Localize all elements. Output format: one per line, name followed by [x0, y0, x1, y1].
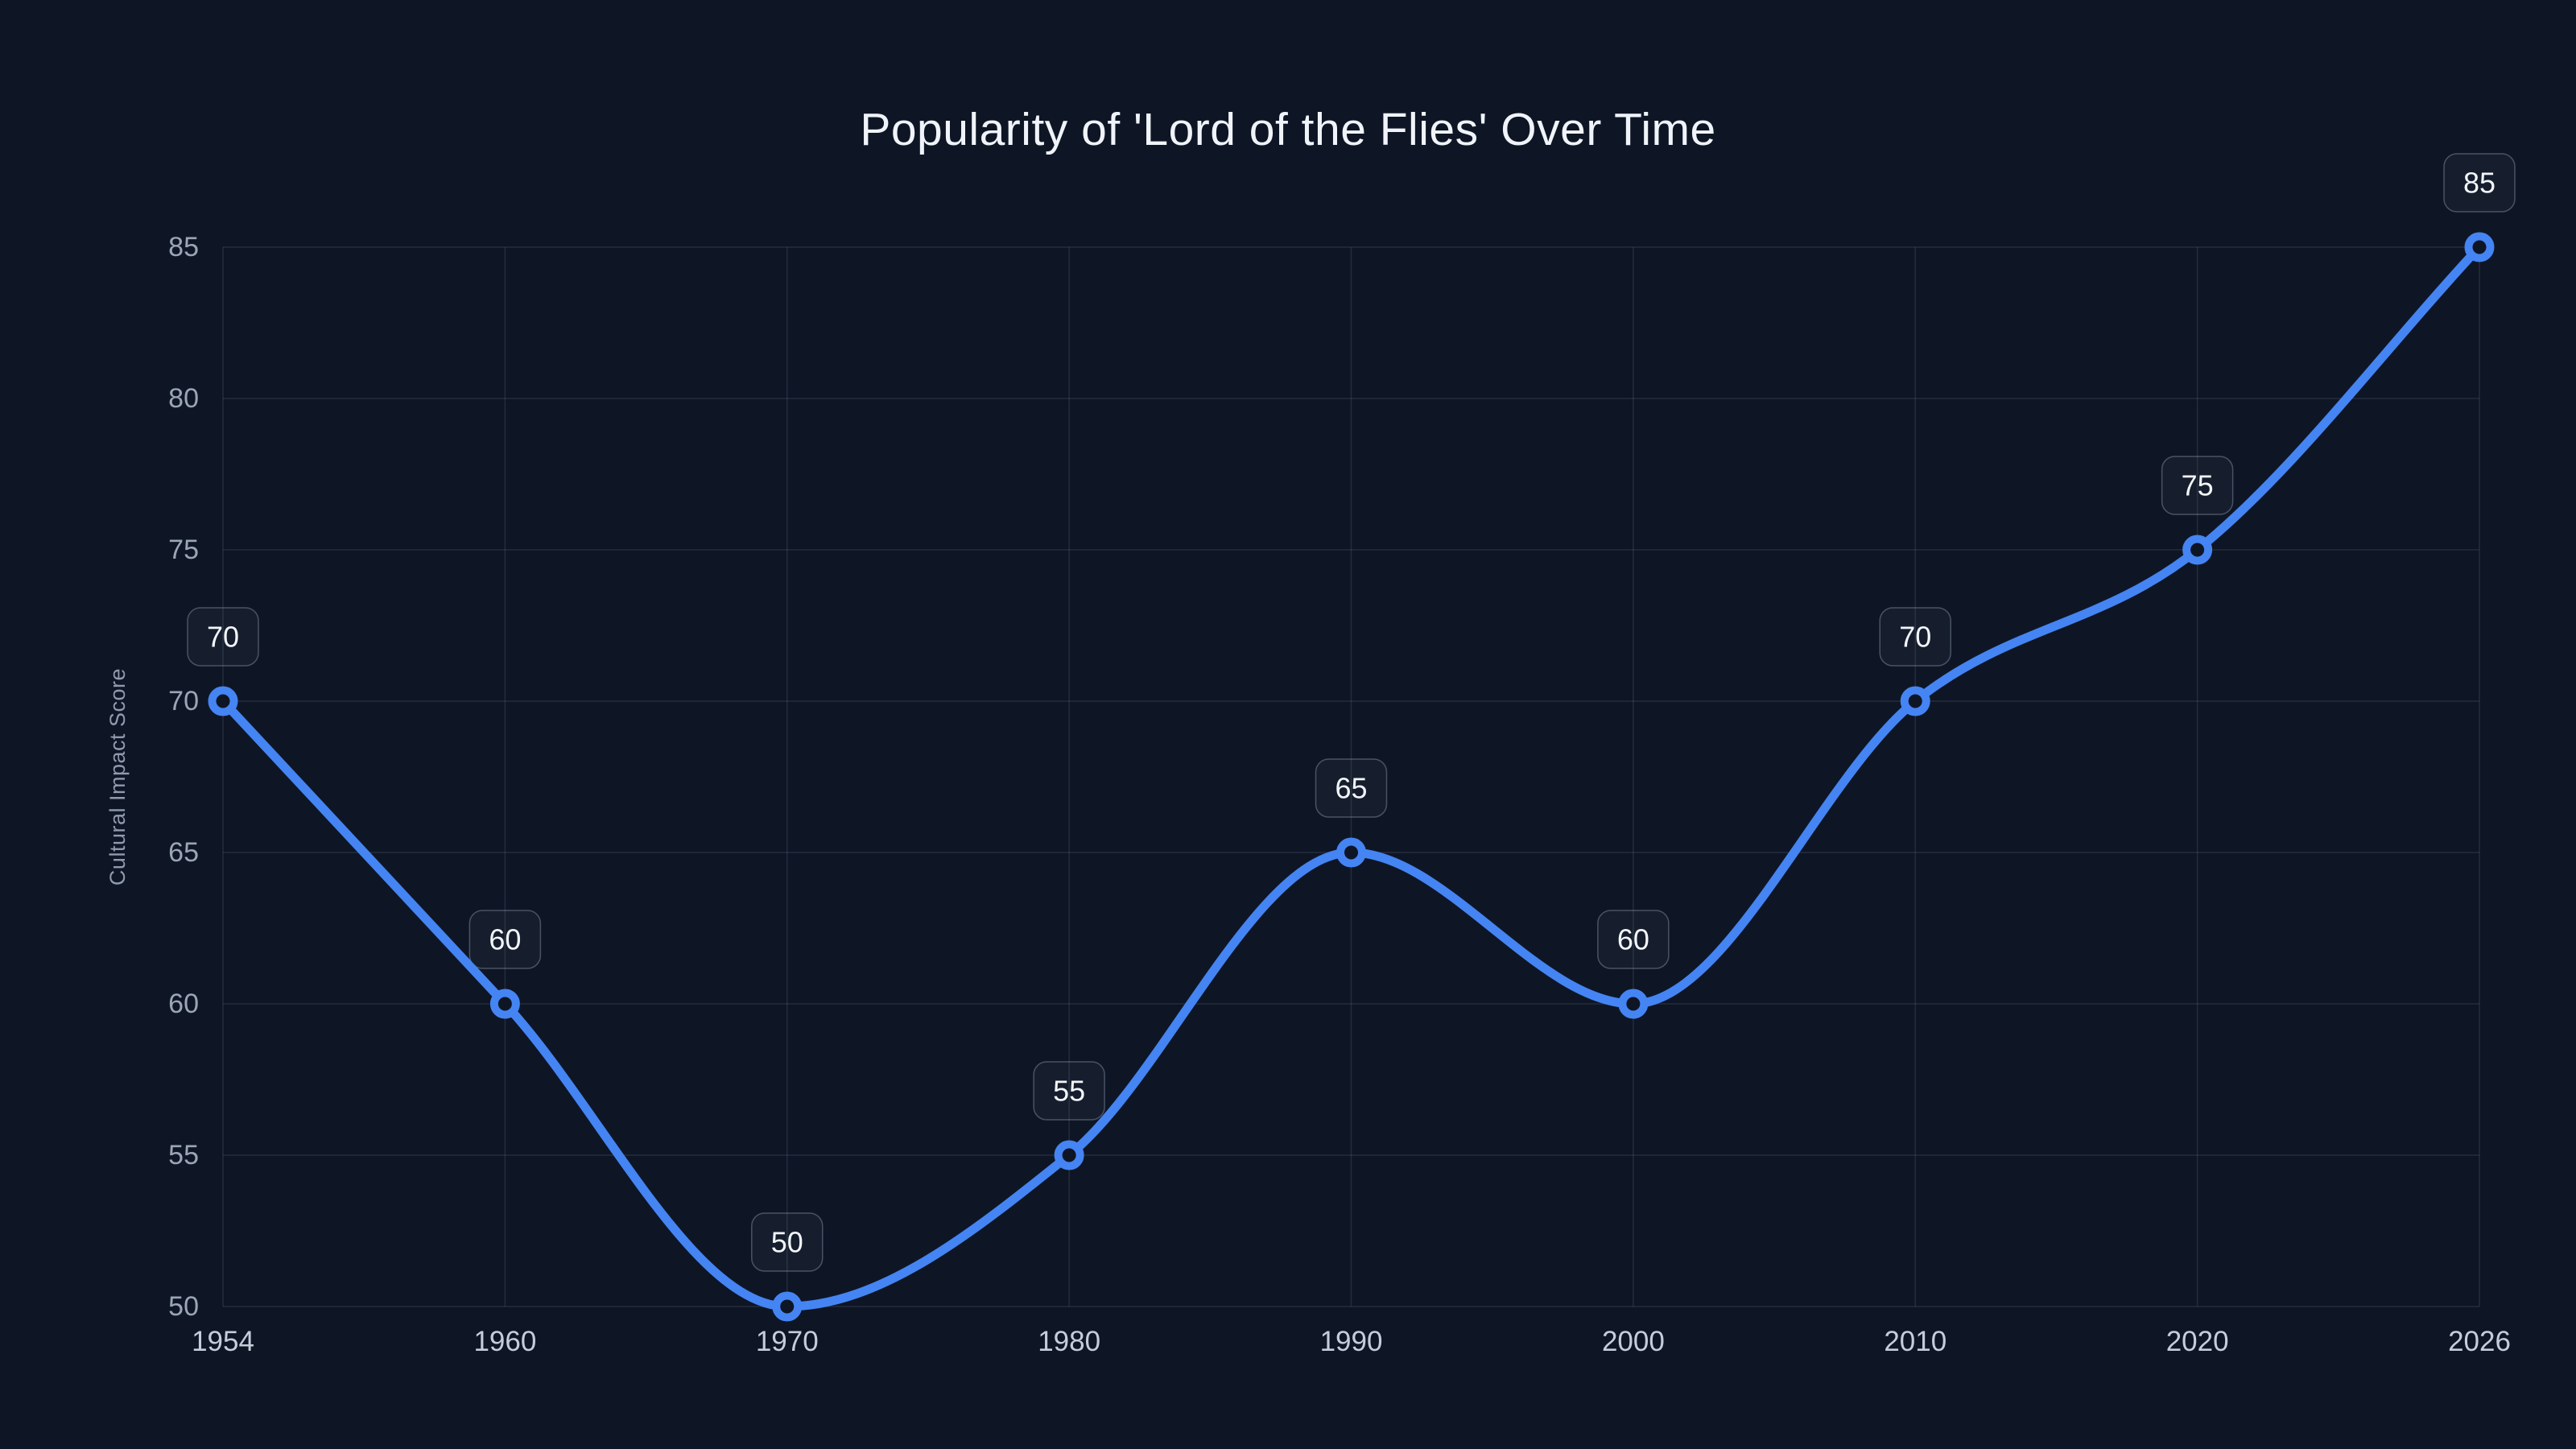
x-axis-tick: 1954: [192, 1326, 254, 1357]
x-axis-tick: 1960: [473, 1326, 536, 1357]
x-axis-tick: 2000: [1602, 1326, 1665, 1357]
data-point-marker[interactable]: [208, 686, 238, 716]
point-labels: [187, 153, 2516, 1272]
point-label-box: [187, 607, 259, 667]
x-axis-tick: 1970: [756, 1326, 819, 1357]
point-label: 55: [1053, 1075, 1085, 1108]
point-label: 60: [1617, 923, 1649, 956]
data-point-marker[interactable]: [2182, 535, 2213, 565]
y-axis-tick: 80: [168, 383, 199, 414]
point-label-box: [2161, 456, 2234, 515]
point-label: 60: [489, 923, 521, 956]
point-label-box: [469, 910, 542, 969]
x-axis-tick: 2026: [2448, 1326, 2511, 1357]
point-label: 50: [771, 1226, 803, 1259]
point-label: 70: [207, 621, 239, 654]
y-axis-tick: 85: [168, 232, 199, 262]
chart-title: Popularity of 'Lord of the Flies' Over T…: [860, 104, 1716, 155]
y-axis-tick: 50: [168, 1291, 199, 1322]
y-axis-tick: 70: [168, 686, 199, 716]
data-point-marker[interactable]: [772, 1291, 803, 1322]
point-label-box: [1879, 607, 1951, 667]
y-axis-tick: 75: [168, 535, 199, 565]
point-label-texts: 70 60 50 55 65 60 70 75 85: [207, 167, 2496, 1259]
data-point-markers: [208, 232, 2495, 1322]
y-axis-tick: 55: [168, 1140, 199, 1170]
point-label-box: [2443, 153, 2516, 213]
y-axis-tick: 65: [168, 837, 199, 868]
x-axis-tick: 2020: [2166, 1326, 2229, 1357]
data-point-marker[interactable]: [1900, 686, 1930, 716]
data-point-marker[interactable]: [1336, 837, 1366, 868]
grid-lines: [222, 246, 2480, 1307]
data-point-marker[interactable]: [1618, 989, 1649, 1019]
point-label: 85: [2463, 167, 2496, 200]
data-point-marker[interactable]: [1054, 1140, 1084, 1170]
x-axis-tick: 1990: [1320, 1326, 1383, 1357]
point-label: 75: [2182, 469, 2214, 502]
y-axis-ticks: 50 55 60 65 70 75 80 85: [168, 232, 199, 1322]
data-point-marker[interactable]: [489, 989, 520, 1019]
point-label: 70: [1899, 621, 1931, 654]
point-label-box: [1597, 910, 1670, 969]
x-axis-tick: 2010: [1884, 1326, 1946, 1357]
point-label-box: [1033, 1061, 1105, 1121]
x-axis-ticks: 1954 1960 1970 1980 1990 2000 2010 2020 2026: [192, 1326, 2511, 1357]
point-label-box: [1315, 758, 1388, 818]
point-label-box: [751, 1212, 824, 1272]
data-point-marker[interactable]: [2464, 232, 2495, 262]
y-axis-tick: 60: [168, 989, 199, 1019]
point-label: 65: [1335, 772, 1367, 805]
x-axis-tick: 1980: [1038, 1326, 1100, 1357]
